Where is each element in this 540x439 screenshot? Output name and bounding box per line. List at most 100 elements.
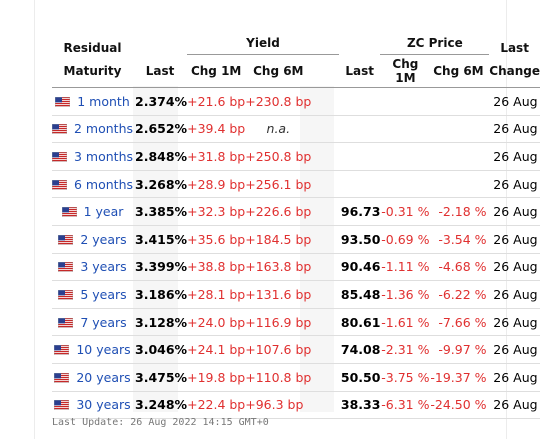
yield-last: 3.268% (133, 170, 188, 199)
table-row[interactable]: 30 years 3.248% +22.4 bp +96.3 bp 38.33 -6.31… (52, 391, 540, 420)
us-flag-icon (58, 316, 74, 328)
table-row[interactable]: 3 months 2.848% +31.8 bp +250.8 bp 26 Aug (51, 142, 540, 171)
zc-last-header[interactable]: Last (345, 63, 374, 78)
yield-last: 3.186% (133, 280, 188, 309)
last-change-date: 26 Aug (489, 115, 540, 144)
maturity-link[interactable]: 1 month (77, 93, 130, 109)
yield-chg6m: +226.6 bp (245, 197, 312, 226)
yield-last: 3.415% (133, 225, 188, 254)
last-change-date: 26 Aug (489, 335, 540, 364)
us-flag-icon (58, 233, 74, 246)
yield-last: 3.475% (133, 363, 188, 392)
yield-chg6m: +230.8 bp (245, 87, 312, 116)
maturity-cell[interactable]: 20 years (52, 363, 134, 392)
table-row[interactable]: 7 years 3.128% +24.0 bp +116.9 bp 80.61 -1.61… (52, 308, 540, 337)
us-flag-icon (54, 95, 71, 108)
last-change-date: 26 Aug (489, 280, 540, 309)
maturity-cell[interactable]: 7 years (52, 308, 134, 337)
zc-chg6m: -6.22 % (430, 280, 487, 309)
maturity-link[interactable]: 30 years (76, 397, 131, 413)
zc-last: 93.50 (338, 225, 381, 254)
table-row[interactable]: 3 years 3.399% +38.8 bp +163.8 bp 90.46 -1.11… (52, 253, 540, 282)
yield-chg6m: n.a. (245, 115, 312, 144)
last-change-header-line1: Last (500, 40, 529, 55)
us-flag-icon (54, 343, 70, 356)
last-change-date: 26 Aug (489, 197, 540, 226)
table-row[interactable]: 2 months 2.652% +39.4 bp n.a. 26 Aug (51, 115, 540, 144)
zc-chg1m: -1.11 % (380, 253, 431, 282)
yield-table: Residual Yield ZC Price Last Maturity La… (51, 32, 540, 420)
maturity-cell[interactable]: 10 years (52, 335, 134, 364)
last-change-date: 26 Aug (489, 142, 540, 171)
zc-chg1m-header[interactable]: Chg 1M (392, 57, 419, 85)
yield-chg1m: +24.1 bp (187, 335, 246, 364)
maturity-link[interactable]: 2 years (80, 231, 127, 247)
zc-chg6m: -2.18 % (430, 197, 487, 226)
yield-chg1m-header[interactable]: Chg 1M (190, 64, 242, 78)
maturity-link[interactable]: 3 years (80, 259, 127, 275)
zc-chg6m-header[interactable]: Chg 6M (433, 64, 484, 78)
yield-last-header[interactable]: Last (145, 63, 175, 78)
maturity-link[interactable]: 2 months (74, 121, 134, 137)
maturity-cell[interactable]: 2 years (52, 225, 134, 254)
table-row[interactable]: 5 years 3.186% +28.1 bp +131.6 bp 85.48 -1.36… (52, 280, 540, 309)
us-flag-icon (51, 178, 68, 190)
yield-last: 3.399% (133, 253, 188, 282)
maturity-link[interactable]: 6 months (74, 176, 134, 192)
yield-chg1m: +19.8 bp (187, 363, 246, 392)
maturity-cell[interactable]: 1 year (52, 197, 134, 226)
maturity-link[interactable]: 1 year (83, 204, 124, 220)
yield-last: 3.248% (133, 391, 188, 420)
zc-last (338, 142, 381, 171)
yield-last: 3.046% (133, 335, 188, 364)
yield-chg6m-header[interactable]: Chg 6M (253, 64, 304, 78)
maturity-cell[interactable]: 30 years (52, 391, 134, 420)
maturity-cell[interactable]: 2 months (51, 115, 134, 144)
zc-chg1m (380, 142, 431, 171)
maturity-link[interactable]: 3 months (74, 148, 134, 164)
last-change-date: 26 Aug (489, 363, 540, 392)
yield-chg1m: +35.6 bp (187, 225, 246, 254)
table-row[interactable]: 2 years 3.415% +35.6 bp +184.5 bp 93.50 -0.69… (52, 225, 540, 254)
yield-last: 2.374% (133, 87, 188, 116)
maturity-cell[interactable]: 5 years (52, 280, 134, 309)
zc-chg6m: -3.54 % (430, 225, 487, 254)
maturity-cell[interactable]: 1 month (52, 87, 134, 116)
maturity-cell[interactable]: 3 months (51, 142, 134, 171)
zc-chg6m: -9.97 % (430, 335, 487, 364)
yield-chg6m: +250.8 bp (245, 142, 312, 171)
yield-chg6m: +163.8 bp (245, 253, 312, 282)
maturity-cell[interactable]: 3 years (52, 253, 134, 282)
us-flag-icon (54, 371, 70, 384)
zc-chg1m (380, 87, 431, 116)
residual-header-line1: Residual (63, 40, 122, 55)
table-row[interactable]: 1 year 3.385% +32.3 bp +226.6 bp 96.73 -0.31 … (52, 197, 540, 226)
us-flag-icon (51, 150, 68, 163)
yield-group-header: Yield (187, 32, 339, 55)
yield-chg6m: +110.8 bp (245, 363, 312, 392)
table-row[interactable]: 1 month 2.374% +21.6 bp +230.8 bp 26 Aug (52, 87, 540, 116)
zc-chg6m: -24.50 % (430, 391, 487, 420)
zc-chg6m: -7.66 % (430, 308, 487, 337)
maturity-link[interactable]: 10 years (76, 342, 131, 358)
zc-chg6m (430, 142, 487, 171)
maturity-link[interactable]: 5 years (80, 286, 127, 302)
table-row[interactable]: 6 months 3.268% +28.9 bp +256.1 bp 26 Aug (51, 170, 540, 199)
last-change-date: 26 Aug (489, 170, 540, 199)
yield-chg6m: +96.3 bp (245, 391, 312, 420)
zc-chg1m (380, 115, 431, 144)
maturity-cell[interactable]: 6 months (51, 170, 134, 199)
maturity-link[interactable]: 20 years (76, 369, 131, 385)
zc-last (338, 170, 381, 199)
yield-chg6m: +184.5 bp (245, 225, 312, 254)
yield-last: 2.848% (133, 142, 188, 171)
us-flag-icon (61, 205, 77, 218)
zc-chg6m (430, 170, 487, 199)
maturity-link[interactable]: 7 years (80, 314, 127, 330)
table-row[interactable]: 20 years 3.475% +19.8 bp +110.8 bp 50.50 -3.7… (52, 363, 540, 392)
last-update-text: Last Update: 26 Aug 2022 14:15 GMT+0 (52, 417, 269, 428)
table-row[interactable]: 10 years 3.046% +24.1 bp +107.6 bp 74.08 -2.3… (52, 335, 540, 364)
last-change-date: 26 Aug (489, 225, 540, 254)
us-flag-icon (58, 260, 74, 273)
zc-chg1m: -0.31 % (380, 197, 431, 226)
